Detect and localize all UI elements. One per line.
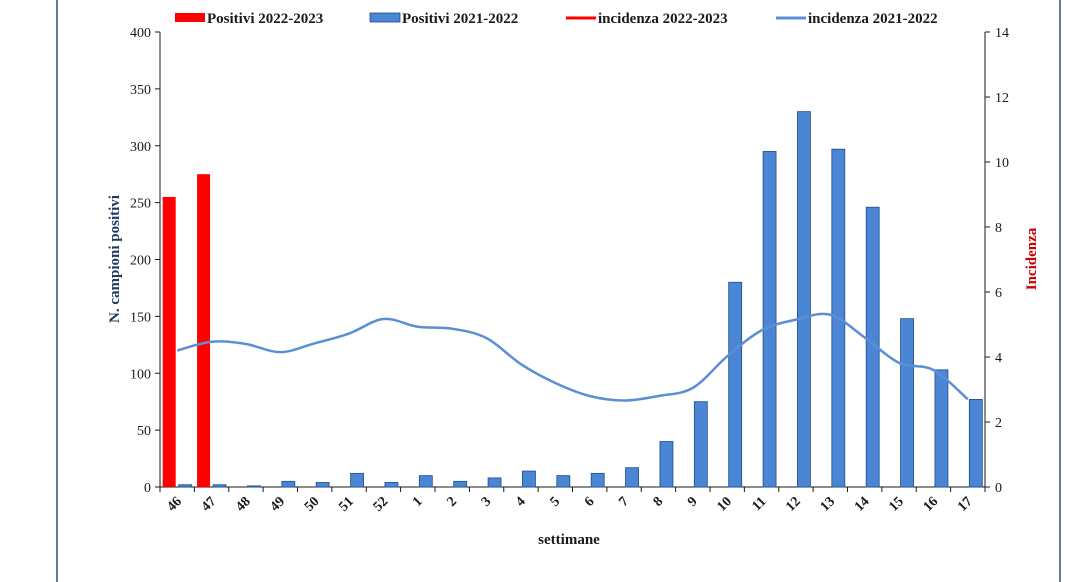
y-axis-title: N. campioni positivi xyxy=(107,195,123,323)
y2-tick-label: 8 xyxy=(995,221,1002,236)
bars xyxy=(162,111,983,488)
bar-positivi-2021-2022 xyxy=(281,480,296,488)
bar-positivi-2021-2022 xyxy=(212,484,227,488)
legend-label: Positivi 2021-2022 xyxy=(402,11,518,27)
y2-tick-label: 10 xyxy=(995,156,1009,171)
y-tick-label: 150 xyxy=(130,310,151,325)
legend-incidenza-2022-2023: incidenza 2022-2023 xyxy=(566,11,728,27)
bar-positivi-2021-2022 xyxy=(728,281,743,488)
bar-positivi-2021-2022 xyxy=(315,482,330,488)
y2-tick-label: 4 xyxy=(995,351,1002,366)
bar-positivi-2021-2022 xyxy=(556,475,571,488)
bar-positivi-2021-2022 xyxy=(418,475,433,488)
bar-positivi-2021-2022 xyxy=(453,480,468,488)
legend-swatch xyxy=(175,13,205,22)
y2-axis-title: Incidenza xyxy=(1024,227,1040,290)
y-tick-label: 350 xyxy=(130,83,151,98)
bar-positivi-2021-2022 xyxy=(900,318,914,488)
legend-swatch xyxy=(369,12,401,23)
legend-label: Positivi 2022-2023 xyxy=(207,11,323,27)
y-tick-label: 200 xyxy=(130,254,151,269)
bar-positivi-2021-2022 xyxy=(590,472,605,488)
line-incidenza-2021-2022 xyxy=(176,312,969,402)
bar-positivi-2021-2022 xyxy=(693,401,708,488)
legend-label: incidenza 2022-2023 xyxy=(598,11,728,27)
y-tick-label: 250 xyxy=(130,197,151,212)
bar-positivi-2022-2023 xyxy=(162,196,176,487)
y-tick-label: 0 xyxy=(144,481,151,496)
bar-positivi-2021-2022 xyxy=(350,472,364,488)
bar-positivi-2021-2022 xyxy=(934,369,949,488)
legend-positivi-2021-2022: Positivi 2021-2022 xyxy=(369,11,518,27)
bar-positivi-2021-2022 xyxy=(762,151,777,488)
y-tick-label: 400 xyxy=(130,26,151,41)
bar-positivi-2021-2022 xyxy=(865,206,880,488)
bar-positivi-2021-2022 xyxy=(522,470,536,488)
y2-tick-label: 2 xyxy=(995,416,1002,431)
legend-positivi-2022-2023: Positivi 2022-2023 xyxy=(175,11,323,27)
bar-positivi-2021-2022 xyxy=(487,477,502,488)
legend-label: incidenza 2021-2022 xyxy=(808,11,938,27)
bar-positivi-2021-2022 xyxy=(797,111,811,488)
y-tick-label: 100 xyxy=(130,367,151,382)
y2-tick-label: 6 xyxy=(995,286,1002,301)
bar-positivi-2021-2022 xyxy=(247,485,261,488)
bar-positivi-2021-2022 xyxy=(659,441,674,488)
y2-tick-label: 14 xyxy=(995,26,1009,41)
legend: Positivi 2022-2023 Positivi 2021-2022 inci… xyxy=(175,11,938,27)
y-tick-label: 50 xyxy=(137,424,151,439)
lines xyxy=(176,312,969,402)
bar-positivi-2021-2022 xyxy=(968,399,983,488)
bar-positivi-2021-2022 xyxy=(384,482,399,488)
x-axis-title: settimane xyxy=(538,532,600,548)
y2-tick-label: 0 xyxy=(995,481,1002,496)
bar-positivi-2021-2022 xyxy=(178,484,193,488)
legend-incidenza-2021-2022: incidenza 2021-2022 xyxy=(776,11,938,27)
y2-tick-label: 12 xyxy=(995,91,1009,106)
bar-positivi-2022-2023 xyxy=(197,174,211,487)
bar-positivi-2021-2022 xyxy=(625,467,639,488)
y-tick-label: 300 xyxy=(130,140,151,155)
